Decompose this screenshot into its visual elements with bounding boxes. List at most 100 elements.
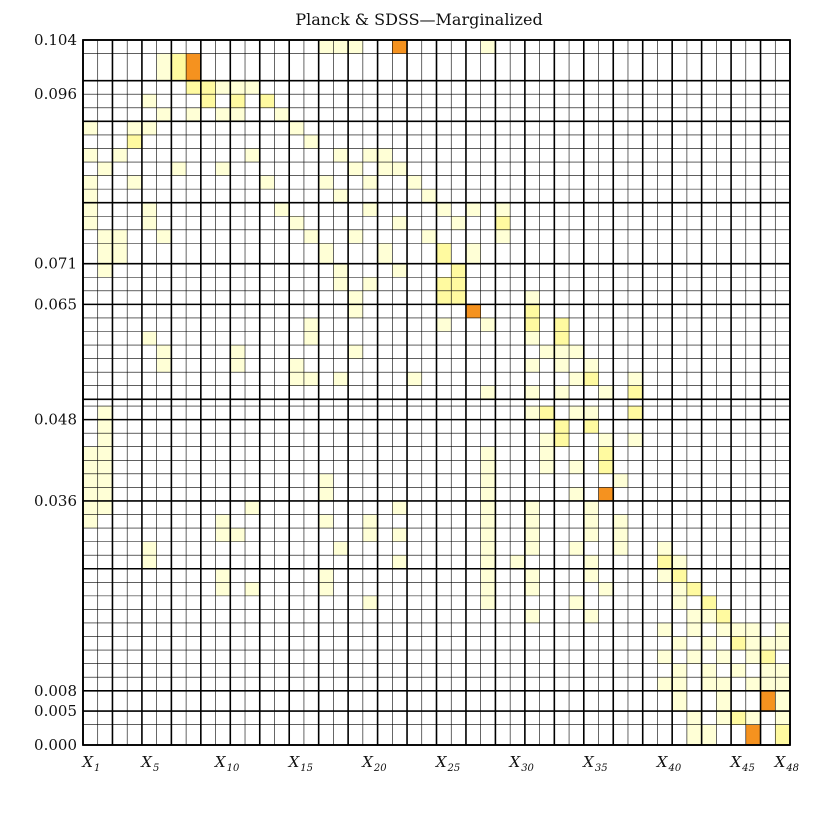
heatmap-cell (672, 555, 687, 569)
heatmap-cell (760, 663, 776, 678)
x-tick-label: X25 (435, 753, 460, 774)
heatmap-cell (333, 372, 349, 386)
heatmap-cell (524, 528, 540, 542)
x-tick-label: X20 (361, 753, 387, 774)
heatmap-cell (186, 80, 201, 95)
heatmap-cell (97, 460, 113, 474)
heatmap-cell (598, 385, 614, 400)
heatmap-cell (289, 121, 304, 135)
heatmap-cell (524, 331, 540, 346)
heatmap-cell (451, 216, 466, 230)
heatmap-cell (554, 331, 570, 346)
heatmap-cell (141, 121, 157, 135)
heatmap-cell (569, 406, 584, 420)
heatmap-cell (583, 609, 599, 623)
heatmap-cell (524, 385, 540, 400)
x-tick-label: X35 (582, 753, 607, 774)
heatmap-cell (215, 568, 231, 583)
heatmap-cell (686, 582, 702, 596)
heatmap-cell (583, 555, 599, 569)
heatmap-cell (362, 202, 378, 217)
heatmap-cell (598, 487, 614, 501)
heatmap-cell (745, 711, 761, 725)
heatmap-cell (289, 216, 304, 230)
heatmap-cell (731, 636, 746, 651)
heatmap-cell (539, 433, 555, 447)
heatmap-cell (436, 277, 452, 291)
heatmap-cell (539, 406, 555, 420)
heatmap-cell (451, 277, 466, 291)
heatmap-cell (97, 419, 113, 434)
heatmap-cell (112, 243, 128, 264)
y-tick-label: 0.008 (34, 682, 77, 700)
heatmap-cell (303, 229, 319, 244)
heatmap-cell (377, 148, 393, 163)
heatmap-cell (333, 277, 349, 291)
heatmap-cell (156, 107, 172, 122)
heatmap-cell (686, 622, 702, 637)
heatmap-cell (318, 582, 334, 596)
heatmap-cell (745, 622, 761, 637)
heatmap-cell (83, 514, 98, 529)
x-tick-label: X10 (214, 753, 240, 774)
heatmap-cell (97, 433, 113, 447)
heatmap-cell (480, 582, 496, 596)
heatmap-cell (495, 229, 511, 244)
heatmap-cell (701, 595, 717, 610)
heatmap-cell (569, 487, 584, 501)
heatmap-cell (333, 541, 349, 556)
heatmap-cell (672, 677, 687, 691)
heatmap-cell (480, 40, 496, 54)
heatmap-cell (97, 243, 113, 264)
heatmap-cell (583, 500, 599, 515)
heatmap-cell (303, 134, 319, 149)
heatmap-cell (731, 663, 746, 678)
heatmap-cell (480, 568, 496, 583)
heatmap-cell (760, 690, 776, 712)
heatmap-cell (215, 582, 231, 596)
heatmap-cell (333, 189, 349, 203)
heatmap-cell (362, 175, 378, 190)
heatmap-cell (583, 528, 599, 542)
heatmap-cell (524, 541, 540, 556)
heatmap-cell (657, 568, 673, 583)
heatmap-cell (583, 358, 599, 373)
heatmap-cell (569, 372, 584, 386)
heatmap-cell (83, 121, 98, 135)
heatmap-cell (392, 40, 408, 54)
heatmap-cell (524, 304, 540, 318)
heatmap-cell (480, 555, 496, 569)
x-tick-label: X1 (81, 753, 100, 774)
heatmap-cell (672, 636, 687, 651)
heatmap-cell (480, 487, 496, 501)
heatmap-cell (701, 636, 717, 651)
heatmap-cell (569, 460, 584, 474)
heatmap-cell (392, 500, 408, 515)
heatmap-cell (83, 202, 98, 217)
heatmap-cell (480, 446, 496, 461)
heatmap-cell (745, 650, 761, 664)
heatmap-cell (97, 500, 113, 515)
heatmap-cell (480, 500, 496, 515)
heatmap-cell (598, 446, 614, 461)
heatmap-cell (348, 40, 363, 54)
heatmap-cell (127, 121, 142, 135)
heatmap-cell (112, 148, 128, 163)
heatmap-cell (775, 636, 790, 651)
x-tick-label: X30 (509, 753, 535, 774)
y-tick-label: 0.048 (34, 411, 77, 429)
heatmap-cell (215, 107, 231, 122)
heatmap-cell (554, 345, 570, 359)
heatmap-cell (259, 175, 275, 190)
heatmap-cell (583, 406, 599, 420)
heatmap-cell (97, 263, 113, 278)
heatmap-cell (613, 541, 628, 556)
heatmap-cell (421, 229, 437, 244)
heatmap-cell (451, 290, 466, 305)
heatmap-cell (156, 358, 172, 373)
heatmap-cell (775, 690, 790, 712)
heatmap-cell (230, 107, 246, 122)
heatmap-cell (524, 406, 540, 420)
heatmap-cell (554, 385, 570, 400)
heatmap-cell (539, 460, 555, 474)
